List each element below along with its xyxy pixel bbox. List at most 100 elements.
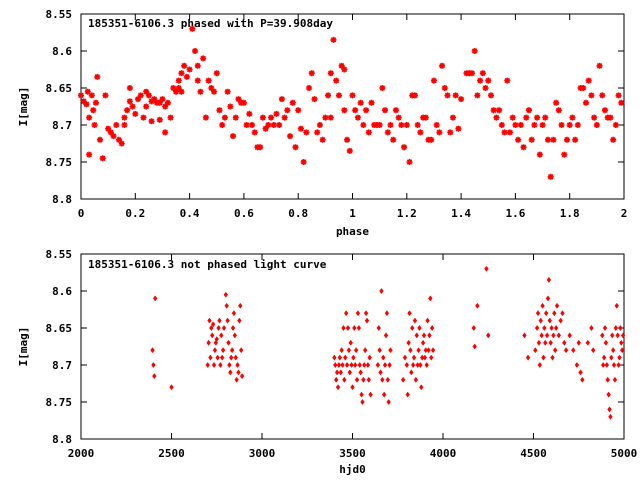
- data-point: [116, 136, 123, 143]
- data-point: [615, 332, 620, 339]
- data-point: [194, 62, 201, 69]
- y-axis-label: I[mag]: [17, 87, 30, 127]
- data-point: [126, 85, 133, 91]
- data-point: [379, 85, 386, 91]
- data-point: [237, 317, 242, 324]
- data-point: [343, 354, 348, 361]
- data-point: [358, 369, 363, 376]
- data-point: [545, 295, 551, 302]
- data-point: [215, 354, 220, 361]
- data-point: [553, 324, 559, 332]
- data-point: [259, 114, 266, 121]
- data-point: [175, 85, 182, 91]
- data-point: [110, 133, 117, 140]
- data-point: [522, 332, 527, 339]
- data-point: [541, 354, 546, 361]
- data-point: [498, 122, 505, 128]
- y-tick-label: 8.65: [46, 82, 73, 95]
- data-point: [341, 107, 348, 114]
- data-point: [562, 339, 567, 346]
- data-point: [419, 384, 424, 391]
- data-point: [265, 122, 272, 128]
- data-point: [159, 96, 166, 103]
- data-point: [550, 136, 557, 143]
- data-point: [121, 114, 128, 121]
- data-point: [363, 107, 370, 114]
- data-point: [80, 98, 87, 105]
- data-point: [300, 159, 307, 165]
- data-point: [362, 347, 368, 354]
- data-point: [206, 339, 211, 346]
- data-point: [345, 324, 351, 332]
- data-point: [384, 129, 391, 136]
- data-point: [334, 376, 339, 383]
- data-point: [367, 354, 372, 361]
- data-point: [210, 321, 216, 328]
- data-point: [567, 332, 572, 339]
- data-point: [327, 114, 334, 121]
- data-point: [458, 96, 465, 103]
- data-point: [387, 122, 394, 128]
- data-point: [246, 110, 253, 117]
- y-tick-label: 8.7: [52, 359, 72, 372]
- data-point: [311, 96, 318, 103]
- data-point: [211, 361, 217, 369]
- data-point: [181, 62, 188, 69]
- data-point: [534, 114, 541, 121]
- data-point: [99, 155, 106, 162]
- data-point: [354, 114, 361, 121]
- data-point: [539, 332, 544, 339]
- data-point: [596, 62, 603, 69]
- data-point: [412, 317, 418, 324]
- data-point: [186, 66, 193, 73]
- data-point: [276, 122, 283, 128]
- data-point: [227, 103, 234, 110]
- data-point: [617, 354, 622, 361]
- data-point: [563, 136, 570, 143]
- data-point: [355, 310, 361, 317]
- data-point: [604, 361, 610, 369]
- data-point: [413, 376, 419, 383]
- data-point: [400, 376, 406, 383]
- data-point: [308, 70, 315, 77]
- data-point: [612, 376, 618, 383]
- y-tick-label: 8.6: [52, 285, 72, 298]
- data-point: [342, 376, 347, 383]
- data-point: [170, 85, 177, 91]
- data-point: [614, 302, 619, 309]
- data-point: [169, 384, 174, 391]
- data-point: [619, 339, 624, 346]
- data-point: [209, 324, 214, 332]
- data-point: [501, 129, 508, 136]
- data-point: [388, 347, 393, 354]
- data-point: [544, 136, 551, 143]
- data-point: [336, 361, 342, 369]
- data-point: [341, 66, 348, 73]
- data-point: [368, 99, 375, 106]
- data-point: [428, 295, 433, 302]
- data-point: [533, 347, 538, 354]
- data-point: [162, 103, 169, 110]
- data-point: [359, 391, 364, 398]
- data-point: [601, 354, 607, 361]
- data-point: [430, 347, 436, 354]
- data-point: [332, 354, 337, 361]
- data-point: [551, 332, 556, 339]
- data-point: [585, 77, 592, 84]
- data-point: [550, 354, 555, 361]
- data-point: [395, 114, 402, 121]
- data-point: [200, 55, 207, 62]
- data-point: [362, 361, 367, 369]
- data-point: [197, 88, 204, 95]
- data-point: [409, 369, 414, 376]
- data-point: [94, 73, 101, 80]
- data-point: [578, 369, 583, 376]
- x-tick-label: 3500: [339, 447, 366, 460]
- data-point: [525, 107, 532, 114]
- data-point: [421, 332, 427, 339]
- data-point: [334, 369, 340, 376]
- data-point: [278, 96, 285, 103]
- x-tick-label: 2000: [68, 447, 95, 460]
- data-point: [226, 339, 231, 346]
